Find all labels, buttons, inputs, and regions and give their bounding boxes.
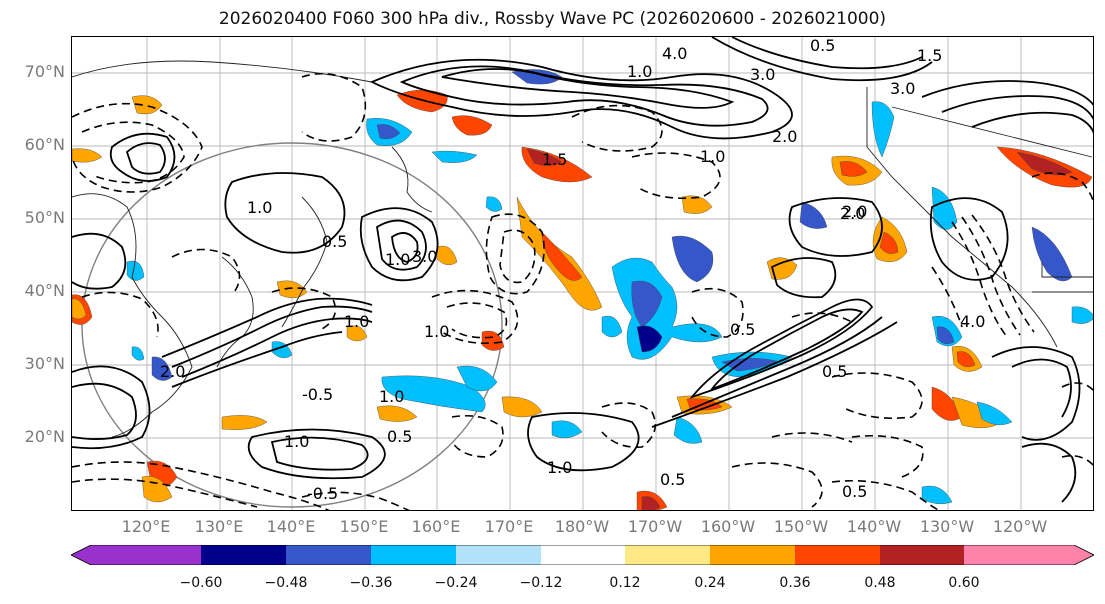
colorbar-segment <box>456 545 541 565</box>
contour-label: 3.0 <box>412 247 437 266</box>
lat-label-60n: 60°N <box>24 135 65 154</box>
colorbar-tick: 0.12 <box>609 575 641 591</box>
contour-label: 1.0 <box>284 432 309 451</box>
colorbar <box>71 545 1094 565</box>
contour-label: 0.5 <box>322 232 347 251</box>
lon-label-120e: 120°E <box>121 517 171 536</box>
colorbar-segment <box>710 545 795 565</box>
lon-label-160w: 160°W <box>700 517 756 536</box>
lat-label-30n: 30°N <box>24 354 65 373</box>
contour-label: 1.0 <box>547 458 572 477</box>
colorbar-tick: −0.60 <box>179 575 223 591</box>
contour-label: 3.0 <box>890 79 915 98</box>
colorbar-segment <box>625 545 710 565</box>
lat-label-40n: 40°N <box>24 281 65 300</box>
lon-label-170w: 170°W <box>627 517 683 536</box>
contour-label: 2.0 <box>840 204 865 223</box>
lon-label-160e: 160°E <box>411 517 461 536</box>
lon-label-130e: 130°E <box>194 517 244 536</box>
colorbar-tick: −0.24 <box>434 575 478 591</box>
lon-label-120w: 120°W <box>992 517 1048 536</box>
colorbar-segment <box>541 545 625 565</box>
contour-label: 1.0 <box>247 198 272 217</box>
contour-label: 0.5 <box>660 470 685 489</box>
contour-label: 4.0 <box>960 312 985 331</box>
contour-label: 0.5 <box>730 320 755 339</box>
lon-label-180w: 180°W <box>554 517 610 536</box>
colorbar-tick: 0.60 <box>948 575 980 591</box>
contour-label: 1.0 <box>379 387 404 406</box>
contour-label: 1.0 <box>344 312 369 331</box>
contour-label: 1.0 <box>627 62 652 81</box>
contour-label: 1.5 <box>917 46 942 65</box>
contour-label: 1.0 <box>385 250 410 269</box>
colorbar-segment <box>880 545 964 565</box>
colorbar-segment <box>201 545 286 565</box>
colorbar-extend-high <box>1074 545 1094 565</box>
map-title: 2026020400 F060 300 hPa div., Rossby Wav… <box>218 9 887 29</box>
contour-label: 1.0 <box>424 322 449 341</box>
lon-label-140e: 140°E <box>266 517 316 536</box>
contour-label: 0.5 <box>842 482 867 501</box>
contour-label: 3.0 <box>750 65 775 84</box>
contour-label: 0.5 <box>810 37 835 55</box>
positive-contours <box>72 37 1093 503</box>
colorbar-segment <box>371 545 456 565</box>
contour-label: 1.0 <box>700 147 725 166</box>
divergence-shading <box>72 69 1093 510</box>
contour-label: 2.0 <box>842 202 867 221</box>
region-circle <box>81 142 503 508</box>
lon-label-130w: 130°W <box>919 517 975 536</box>
lon-label-150w: 150°W <box>773 517 829 536</box>
colorbar-extend-low <box>71 545 91 565</box>
contour-label: -0.5 <box>307 484 338 503</box>
contour-label: 0.5 <box>822 362 847 381</box>
colorbar-tick: 0.48 <box>864 575 896 591</box>
colorbar-tick: −0.48 <box>264 575 308 591</box>
lon-label-170e: 170°E <box>484 517 534 536</box>
lat-label-20n: 20°N <box>24 427 65 446</box>
contour-label: 2.0 <box>772 127 797 146</box>
lat-label-70n: 70°N <box>24 62 65 81</box>
colorbar-segment <box>286 545 371 565</box>
coastlines <box>72 60 1093 438</box>
negative-contours <box>72 72 1093 510</box>
map-canvas: 4.0 1.0 3.0 1.5 3.0 0.5 2.0 1.0 2.0 1.0 … <box>72 37 1093 510</box>
lon-label-140w: 140°W <box>846 517 902 536</box>
contour-labels: 4.0 1.0 3.0 1.5 3.0 0.5 2.0 1.0 2.0 1.0 … <box>160 37 985 503</box>
colorbar-segment <box>91 545 201 565</box>
colorbar-segment <box>964 545 1074 565</box>
colorbar-segment <box>795 545 880 565</box>
lon-label-150e: 150°E <box>339 517 389 536</box>
contour-label: 0.5 <box>387 427 412 446</box>
colorbar-tick: 0.36 <box>779 575 811 591</box>
colorbar-tick: −0.36 <box>349 575 393 591</box>
contour-label: 1.5 <box>542 150 567 169</box>
contour-label: 4.0 <box>662 44 687 63</box>
colorbar-tick: −0.12 <box>519 575 563 591</box>
contour-label: 2.0 <box>160 362 185 381</box>
colorbar-tick: 0.24 <box>694 575 726 591</box>
contour-label: -0.5 <box>302 385 333 404</box>
lat-label-50n: 50°N <box>24 208 65 227</box>
map-panel[interactable]: 4.0 1.0 3.0 1.5 3.0 0.5 2.0 1.0 2.0 1.0 … <box>71 36 1094 511</box>
